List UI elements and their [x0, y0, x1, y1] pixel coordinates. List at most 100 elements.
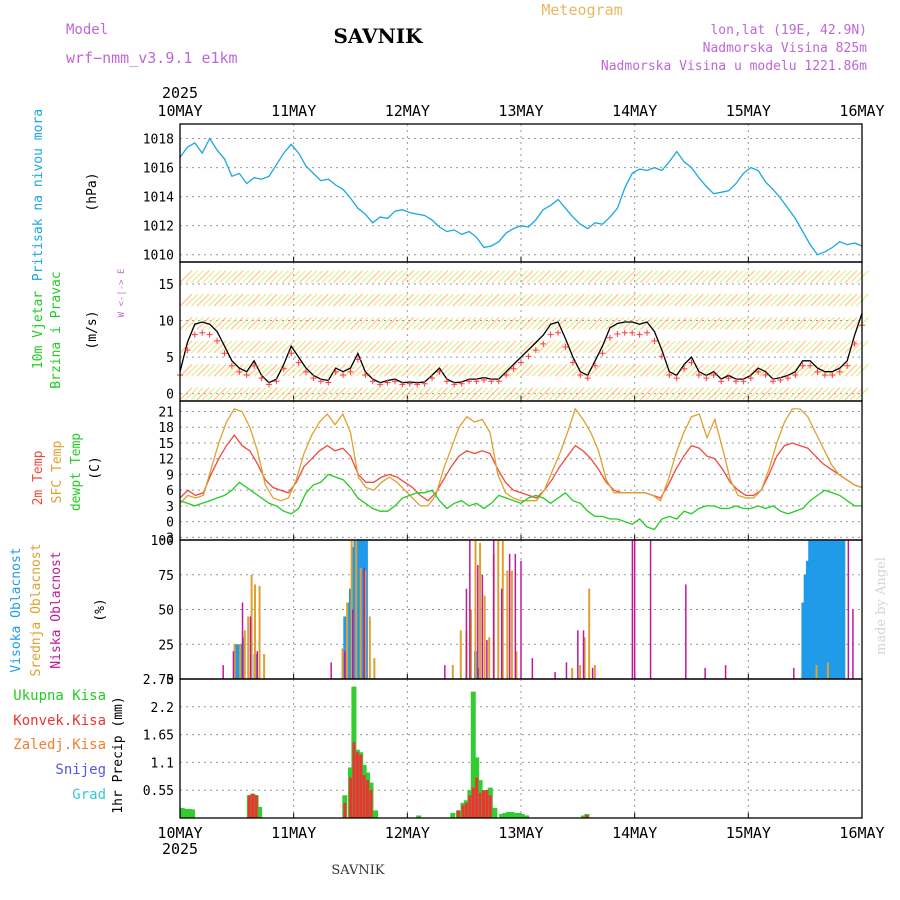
wind-barb	[219, 317, 233, 330]
wind-barb	[571, 270, 585, 284]
wind-barb	[441, 317, 454, 330]
wind-barb	[418, 340, 432, 354]
wind-barb	[225, 317, 238, 330]
x-tick-label-bottom: 15MAY	[726, 824, 771, 842]
wind-gust-marker	[540, 340, 547, 347]
wind-barb	[622, 340, 636, 354]
wind-barb	[196, 340, 210, 354]
precip-legend-freezing: Zaledj.Kisa	[13, 737, 106, 753]
bar-niska-oblacnost	[222, 665, 224, 679]
pressure-unit: (hPa)	[85, 172, 100, 211]
wind-barb	[656, 340, 670, 354]
wind-barb	[719, 317, 733, 330]
y-tick-label: 100	[151, 534, 174, 549]
wind-gust-marker	[443, 378, 450, 385]
x-tick-label-top: 15MAY	[726, 102, 771, 120]
wind-barb	[213, 363, 227, 377]
wind-barb	[418, 317, 432, 330]
bar-niska-oblacnost	[344, 651, 346, 679]
wind-gust-marker	[836, 368, 843, 375]
wind-barb	[304, 363, 318, 377]
bar-konvek-kisa	[475, 777, 479, 818]
wind-barb	[588, 387, 602, 401]
wind-barb	[259, 270, 272, 284]
wind-barb	[446, 387, 460, 401]
bar-niska-oblacnost	[481, 574, 484, 679]
wind-barb	[639, 363, 653, 377]
wind-barb	[293, 340, 307, 354]
wind-gust-marker	[243, 372, 250, 379]
bar-niska-oblacnost	[633, 540, 636, 679]
wind-barb	[810, 293, 824, 307]
wind-barb	[514, 317, 528, 330]
wind-barb	[725, 363, 739, 377]
wind-barb	[418, 293, 432, 307]
bar-srednja-oblacnost	[510, 570, 513, 679]
wind-barb	[844, 270, 858, 284]
wind-barb	[742, 363, 756, 377]
wind-gust-marker	[755, 368, 762, 375]
wind-barb	[458, 293, 471, 307]
wind-barb	[270, 293, 284, 307]
wind-barb	[571, 363, 585, 377]
wind-gust-marker	[184, 347, 191, 354]
wind-barb	[310, 317, 324, 330]
wind-barb	[338, 387, 352, 401]
wind-barb	[338, 317, 352, 330]
wind-barb	[480, 293, 494, 307]
wind-barb	[384, 270, 398, 284]
wind-barb	[594, 340, 608, 354]
bar-niska-oblacnost	[330, 662, 332, 679]
wind-barb	[372, 293, 386, 307]
wind-barb	[321, 293, 335, 307]
wind-barb	[378, 317, 392, 330]
y-tick-label: 50	[158, 604, 174, 619]
wind-gust-marker	[280, 365, 287, 372]
wind-barb	[270, 317, 284, 330]
x-tick-label-top: 16MAY	[839, 102, 884, 120]
wind-barb	[571, 317, 585, 330]
wind-barb	[804, 387, 818, 401]
wind-barb	[219, 270, 233, 284]
wind-gust-marker	[829, 372, 836, 379]
wind-barb	[253, 340, 267, 354]
wind-barb	[605, 340, 619, 354]
bar-visoka-oblacnost	[235, 644, 239, 679]
wind-barb	[770, 270, 784, 284]
wind-barb	[742, 317, 756, 330]
wind-barb	[782, 387, 795, 401]
wind-barb	[611, 270, 625, 284]
bar-konvek-kisa	[471, 787, 475, 818]
bar-visoka-oblacnost	[824, 540, 828, 679]
y-tick-label: 0	[166, 388, 174, 403]
wind-barb	[770, 293, 784, 307]
wind-barb	[679, 270, 693, 284]
wind-barb	[833, 340, 847, 354]
bar-niska-oblacnost	[241, 602, 244, 679]
wind-barb	[759, 317, 773, 330]
wind-barb	[293, 387, 307, 401]
wind-gust-marker	[621, 329, 628, 336]
wind-gust-marker	[347, 368, 354, 375]
wind-barb	[816, 293, 829, 307]
wind-barb	[622, 293, 636, 307]
wind-barb	[230, 270, 244, 284]
y-tick-label: 5	[166, 351, 174, 366]
wind-barb	[782, 317, 795, 330]
wind-barb	[361, 317, 375, 330]
bar-niska-oblacnost	[649, 540, 652, 679]
bar-visoka-oblacnost	[360, 540, 364, 679]
bar-niska-oblacnost	[565, 662, 568, 679]
bar-konvek-kisa	[359, 754, 363, 818]
bar-niska-oblacnost	[352, 609, 354, 679]
cloud-axis-title-2: Srednja Oblacnost	[29, 543, 44, 676]
bar-ukupna-kisa	[179, 807, 185, 818]
wind-barb	[463, 293, 477, 307]
wind-barb	[315, 340, 329, 354]
wind-barb	[764, 363, 778, 377]
wind-barb	[190, 387, 204, 401]
wind-barb	[486, 270, 500, 284]
wind-barb	[560, 317, 574, 330]
wind-gust-marker	[214, 337, 221, 344]
